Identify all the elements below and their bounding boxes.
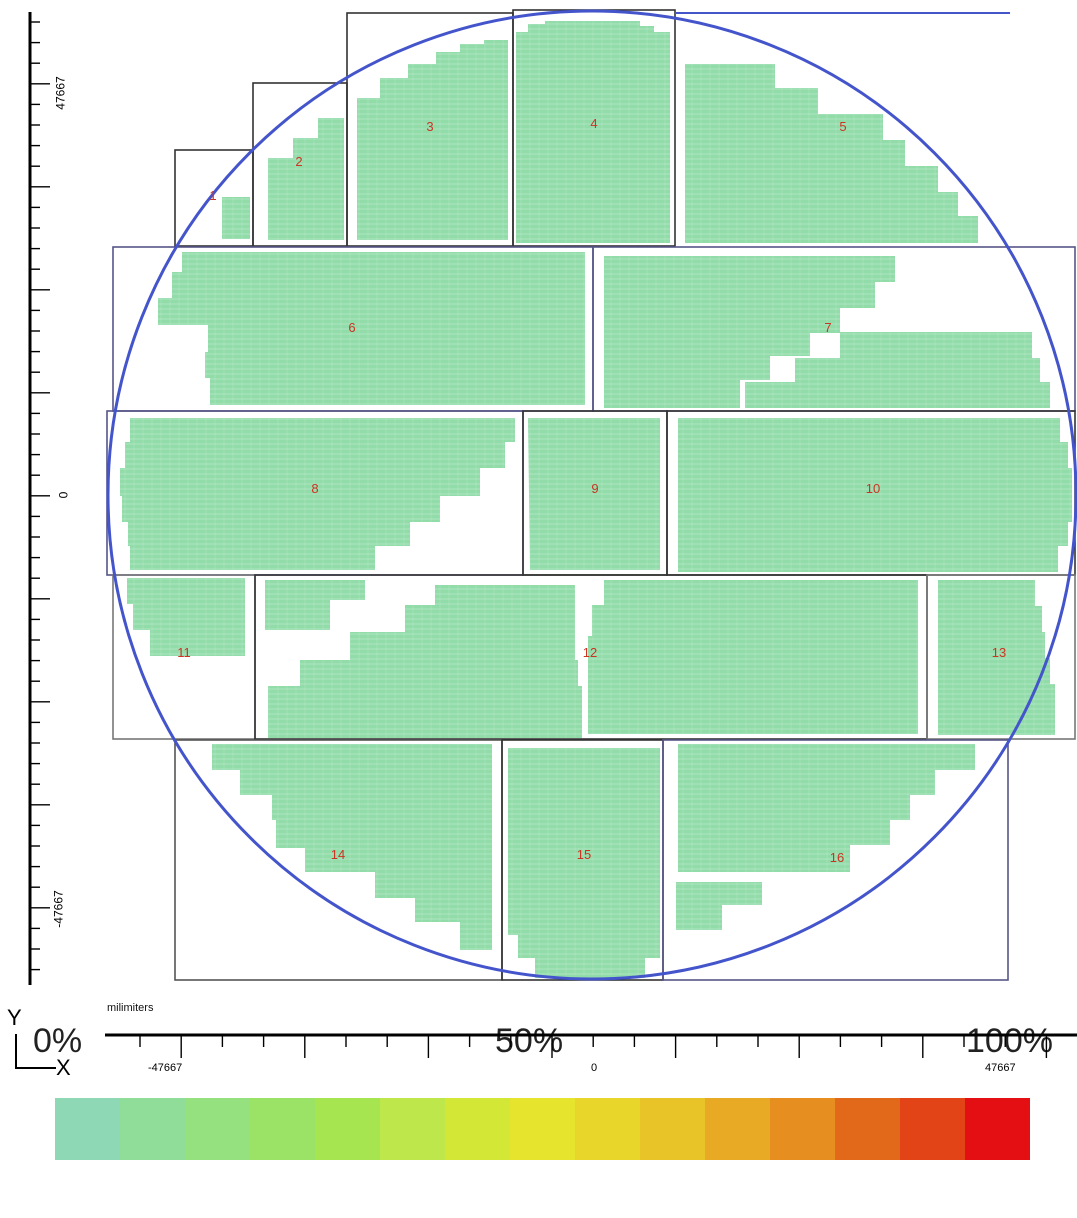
- field-label-1: 1: [209, 188, 216, 203]
- legend-swatch-5: [380, 1098, 445, 1160]
- field-12-dies-a: [265, 580, 365, 630]
- field-13-dies: [938, 580, 1055, 735]
- y-tick-label-bottom: -47667: [51, 890, 66, 928]
- field-label-7: 7: [824, 320, 831, 335]
- color-scale-legend: [55, 1098, 1030, 1160]
- legend-swatch-4: [315, 1098, 380, 1160]
- field-label-5: 5: [839, 119, 846, 134]
- field-3-dies: [357, 40, 508, 240]
- field-9-dies: [528, 418, 660, 570]
- legend-swatch-1: [120, 1098, 185, 1160]
- field-4-dies: [516, 21, 670, 243]
- legend-swatch-8: [575, 1098, 640, 1160]
- field-6-dies: [158, 252, 585, 405]
- die-fill-layer: [120, 21, 1072, 978]
- field-label-4: 4: [590, 116, 597, 131]
- field-7-dies-b: [745, 332, 1050, 408]
- field-12-dies-c: [588, 580, 918, 734]
- field-label-13: 13: [992, 645, 1006, 660]
- y-axis-letter: Y: [7, 1005, 22, 1030]
- field-label-8: 8: [311, 481, 318, 496]
- y-tick-label-top: 47667: [53, 76, 68, 110]
- field-label-14: 14: [331, 847, 345, 862]
- legend-swatch-14: [965, 1098, 1030, 1160]
- y-tick-label-zero: 0: [56, 491, 71, 499]
- field-16-dies-b: [676, 882, 762, 930]
- field-label-15: 15: [577, 847, 591, 862]
- field-12-dies-b: [268, 585, 582, 738]
- legend-swatch-3: [250, 1098, 315, 1160]
- x-axis: [105, 1033, 1077, 1058]
- die-line-layer: [110, 20, 1075, 975]
- field-label-16: 16: [830, 850, 844, 865]
- legend-swatch-7: [510, 1098, 575, 1160]
- field-11-dies: [127, 578, 245, 656]
- field-7-dies: [604, 256, 895, 408]
- wafer-outline: [106, 9, 1077, 981]
- legend-swatch-6: [445, 1098, 510, 1160]
- field-label-9: 9: [591, 481, 598, 496]
- x-tick-label-right: 47667: [985, 1062, 1016, 1074]
- x-axis-letter: X: [56, 1055, 71, 1080]
- axis-layer: [28, 12, 50, 985]
- field-border: [662, 739, 1009, 981]
- legend-swatch-10: [705, 1098, 770, 1160]
- field-16-dies: [678, 744, 975, 872]
- x-tick-label-left: -47667: [148, 1062, 183, 1074]
- field-label-12: 12: [583, 645, 597, 660]
- legend-label-min: 0%: [33, 1022, 83, 1060]
- field-15-dies: [508, 748, 660, 978]
- legend-swatch-12: [835, 1098, 900, 1160]
- field-8-dies: [120, 418, 515, 570]
- field-1-dies: [222, 197, 250, 239]
- legend-swatch-2: [185, 1098, 250, 1160]
- legend-swatch-13: [900, 1098, 965, 1160]
- unit-label: milimiters: [107, 1002, 154, 1014]
- legend-swatch-9: [640, 1098, 705, 1160]
- field-14-dies: [212, 744, 492, 950]
- axis-corner-icon: [15, 1034, 56, 1069]
- legend-label-max: 100%: [966, 1022, 1053, 1060]
- field-5-dies: [685, 64, 978, 243]
- field-2-dies: [268, 118, 344, 240]
- field-border: [926, 574, 1076, 740]
- field-label-6: 6: [348, 320, 355, 335]
- field-label-10: 10: [866, 481, 880, 496]
- field-label-11: 11: [177, 645, 191, 660]
- field-10-dies: [678, 418, 1072, 572]
- x-tick-label-zero: 0: [591, 1062, 598, 1074]
- field-label-3: 3: [426, 119, 433, 134]
- legend-swatch-0: [55, 1098, 120, 1160]
- legend-swatch-11: [770, 1098, 835, 1160]
- field-label-2: 2: [295, 154, 302, 169]
